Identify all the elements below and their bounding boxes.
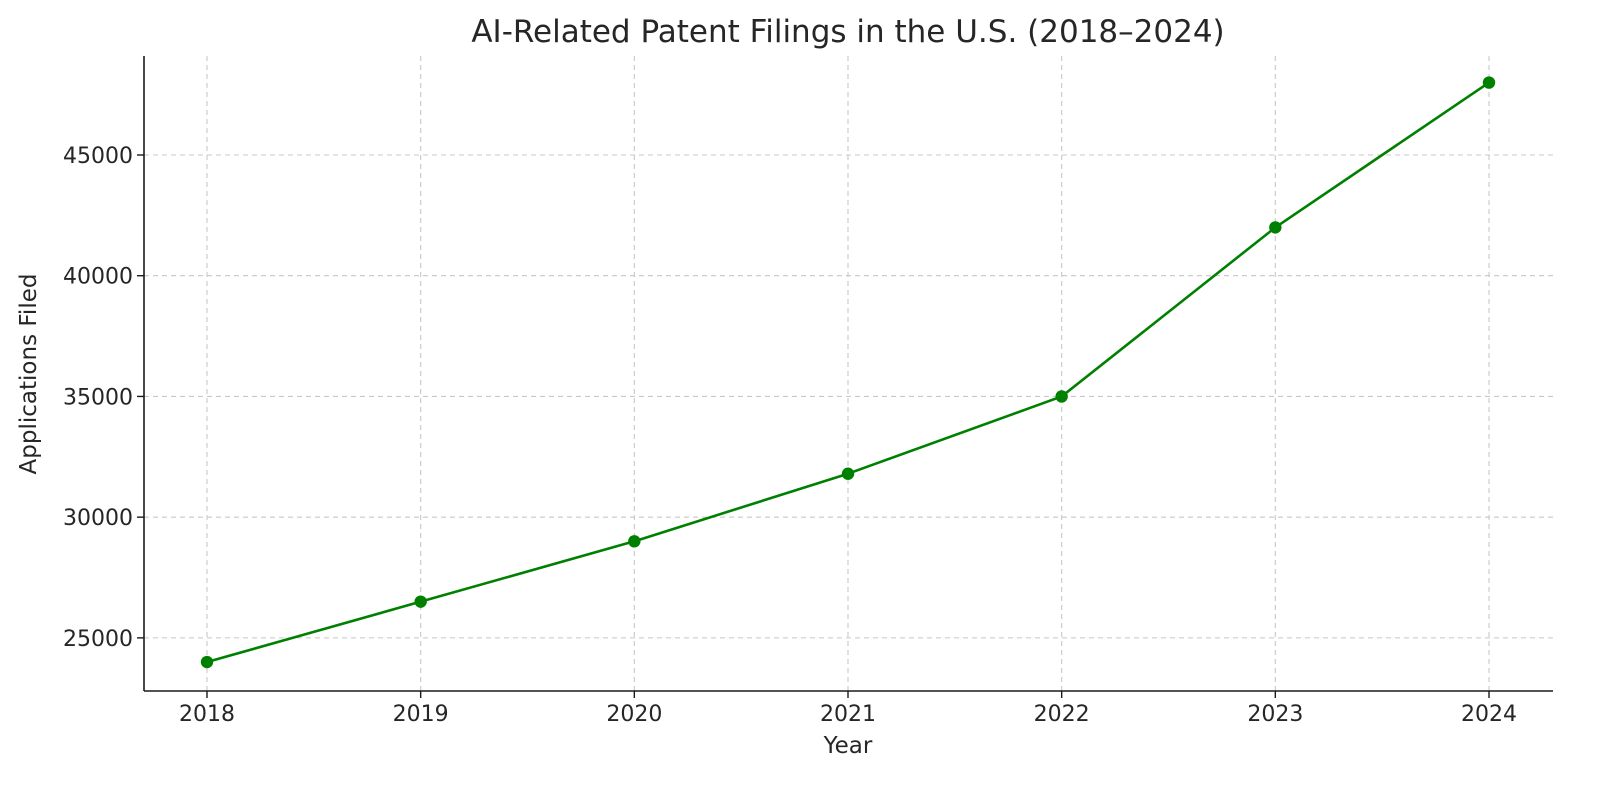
series-layer (200, 76, 1496, 669)
data-point (628, 535, 641, 548)
x-tick-label: 2019 (393, 702, 449, 727)
grid (144, 56, 1553, 691)
x-tick-label: 2024 (1461, 702, 1517, 727)
data-point (414, 595, 427, 608)
axes: 2018 2019 2020 2021 2022 2023 2024 25000 30000 35… (63, 56, 1553, 727)
chart-title: AI-Related Patent Filings in the U.S. (2… (471, 14, 1224, 50)
y-tick-label: 30000 (63, 506, 133, 531)
data-point (1055, 390, 1068, 403)
x-tick-label: 2021 (820, 702, 876, 727)
x-tick-label: 2020 (606, 702, 662, 727)
data-point (1269, 221, 1282, 234)
y-tick-label: 35000 (63, 385, 133, 410)
y-axis-label: Applications Filed (16, 274, 42, 475)
data-point (841, 467, 855, 480)
y-tick-label: 45000 (63, 144, 133, 169)
y-tick-label: 25000 (63, 627, 133, 652)
x-tick-label: 2018 (179, 702, 235, 727)
data-point (200, 655, 214, 669)
y-tick-label: 40000 (63, 265, 133, 290)
x-axis-label: Year (823, 733, 873, 759)
x-tick-label: 2022 (1034, 702, 1090, 727)
x-tick-label: 2023 (1247, 702, 1303, 727)
data-point (1482, 76, 1496, 89)
